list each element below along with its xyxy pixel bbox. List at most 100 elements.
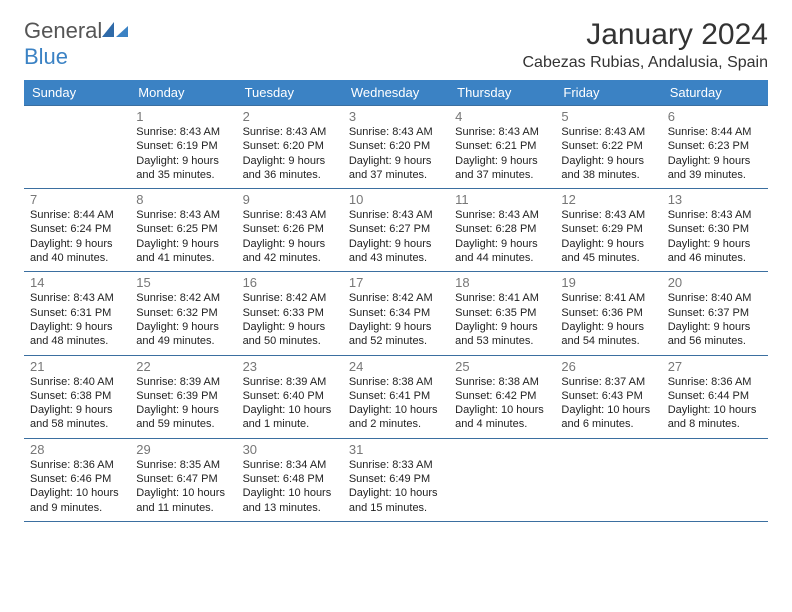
day-cell: 19Sunrise: 8:41 AMSunset: 6:36 PMDayligh… — [555, 272, 661, 355]
day-number: 7 — [30, 192, 124, 207]
day-cell — [662, 438, 768, 521]
sunrise-text: Sunrise: 8:42 AM — [349, 291, 443, 305]
week-row: 21Sunrise: 8:40 AMSunset: 6:38 PMDayligh… — [24, 355, 768, 438]
day-info: Sunrise: 8:38 AMSunset: 6:42 PMDaylight:… — [455, 375, 549, 432]
day-info: Sunrise: 8:39 AMSunset: 6:40 PMDaylight:… — [243, 375, 337, 432]
day-number: 10 — [349, 192, 443, 207]
sunset-text: Sunset: 6:22 PM — [561, 139, 655, 153]
sunrise-text: Sunrise: 8:43 AM — [455, 125, 549, 139]
day-info: Sunrise: 8:43 AMSunset: 6:25 PMDaylight:… — [136, 208, 230, 265]
daylight-text: Daylight: 10 hours and 11 minutes. — [136, 486, 230, 515]
day-cell: 17Sunrise: 8:42 AMSunset: 6:34 PMDayligh… — [343, 272, 449, 355]
day-number: 22 — [136, 359, 230, 374]
day-info: Sunrise: 8:41 AMSunset: 6:36 PMDaylight:… — [561, 291, 655, 348]
sunset-text: Sunset: 6:23 PM — [668, 139, 762, 153]
day-info: Sunrise: 8:42 AMSunset: 6:32 PMDaylight:… — [136, 291, 230, 348]
sunrise-text: Sunrise: 8:44 AM — [30, 208, 124, 222]
sunrise-text: Sunrise: 8:39 AM — [136, 375, 230, 389]
daylight-text: Daylight: 10 hours and 8 minutes. — [668, 403, 762, 432]
day-number: 20 — [668, 275, 762, 290]
week-row: 1Sunrise: 8:43 AMSunset: 6:19 PMDaylight… — [24, 106, 768, 189]
day-cell: 2Sunrise: 8:43 AMSunset: 6:20 PMDaylight… — [237, 106, 343, 189]
sunrise-text: Sunrise: 8:43 AM — [668, 208, 762, 222]
sunset-text: Sunset: 6:48 PM — [243, 472, 337, 486]
daylight-text: Daylight: 10 hours and 4 minutes. — [455, 403, 549, 432]
sunset-text: Sunset: 6:25 PM — [136, 222, 230, 236]
day-number: 21 — [30, 359, 124, 374]
daylight-text: Daylight: 9 hours and 59 minutes. — [136, 403, 230, 432]
logo: General Blue — [24, 18, 128, 70]
day-cell: 28Sunrise: 8:36 AMSunset: 6:46 PMDayligh… — [24, 438, 130, 521]
day-cell: 26Sunrise: 8:37 AMSunset: 6:43 PMDayligh… — [555, 355, 661, 438]
day-cell: 27Sunrise: 8:36 AMSunset: 6:44 PMDayligh… — [662, 355, 768, 438]
day-cell: 5Sunrise: 8:43 AMSunset: 6:22 PMDaylight… — [555, 106, 661, 189]
day-info: Sunrise: 8:33 AMSunset: 6:49 PMDaylight:… — [349, 458, 443, 515]
day-info: Sunrise: 8:43 AMSunset: 6:20 PMDaylight:… — [349, 125, 443, 182]
calendar-body: 1Sunrise: 8:43 AMSunset: 6:19 PMDaylight… — [24, 106, 768, 522]
sunrise-text: Sunrise: 8:37 AM — [561, 375, 655, 389]
sunset-text: Sunset: 6:28 PM — [455, 222, 549, 236]
sunrise-text: Sunrise: 8:36 AM — [30, 458, 124, 472]
day-cell: 8Sunrise: 8:43 AMSunset: 6:25 PMDaylight… — [130, 189, 236, 272]
day-number: 11 — [455, 192, 549, 207]
sail-icon — [102, 18, 128, 44]
day-cell: 24Sunrise: 8:38 AMSunset: 6:41 PMDayligh… — [343, 355, 449, 438]
day-info: Sunrise: 8:36 AMSunset: 6:46 PMDaylight:… — [30, 458, 124, 515]
day-number: 2 — [243, 109, 337, 124]
day-cell: 7Sunrise: 8:44 AMSunset: 6:24 PMDaylight… — [24, 189, 130, 272]
sunrise-text: Sunrise: 8:43 AM — [455, 208, 549, 222]
sunrise-text: Sunrise: 8:43 AM — [349, 125, 443, 139]
day-header-saturday: Saturday — [662, 80, 768, 106]
day-cell: 25Sunrise: 8:38 AMSunset: 6:42 PMDayligh… — [449, 355, 555, 438]
day-info: Sunrise: 8:40 AMSunset: 6:37 PMDaylight:… — [668, 291, 762, 348]
day-number: 13 — [668, 192, 762, 207]
day-header-sunday: Sunday — [24, 80, 130, 106]
day-number: 16 — [243, 275, 337, 290]
day-info: Sunrise: 8:40 AMSunset: 6:38 PMDaylight:… — [30, 375, 124, 432]
day-cell — [24, 106, 130, 189]
day-cell: 31Sunrise: 8:33 AMSunset: 6:49 PMDayligh… — [343, 438, 449, 521]
sunrise-text: Sunrise: 8:38 AM — [455, 375, 549, 389]
daylight-text: Daylight: 9 hours and 38 minutes. — [561, 154, 655, 183]
day-number: 24 — [349, 359, 443, 374]
sunset-text: Sunset: 6:20 PM — [243, 139, 337, 153]
daylight-text: Daylight: 9 hours and 43 minutes. — [349, 237, 443, 266]
sunset-text: Sunset: 6:38 PM — [30, 389, 124, 403]
sunrise-text: Sunrise: 8:43 AM — [349, 208, 443, 222]
sunset-text: Sunset: 6:21 PM — [455, 139, 549, 153]
sunset-text: Sunset: 6:30 PM — [668, 222, 762, 236]
day-info: Sunrise: 8:42 AMSunset: 6:34 PMDaylight:… — [349, 291, 443, 348]
daylight-text: Daylight: 9 hours and 58 minutes. — [30, 403, 124, 432]
sunrise-text: Sunrise: 8:42 AM — [243, 291, 337, 305]
day-info: Sunrise: 8:43 AMSunset: 6:30 PMDaylight:… — [668, 208, 762, 265]
daylight-text: Daylight: 9 hours and 36 minutes. — [243, 154, 337, 183]
day-info: Sunrise: 8:36 AMSunset: 6:44 PMDaylight:… — [668, 375, 762, 432]
sunrise-text: Sunrise: 8:34 AM — [243, 458, 337, 472]
day-header-wednesday: Wednesday — [343, 80, 449, 106]
day-number: 28 — [30, 442, 124, 457]
sunset-text: Sunset: 6:24 PM — [30, 222, 124, 236]
day-header-friday: Friday — [555, 80, 661, 106]
day-cell: 4Sunrise: 8:43 AMSunset: 6:21 PMDaylight… — [449, 106, 555, 189]
day-info: Sunrise: 8:41 AMSunset: 6:35 PMDaylight:… — [455, 291, 549, 348]
daylight-text: Daylight: 9 hours and 52 minutes. — [349, 320, 443, 349]
day-cell: 23Sunrise: 8:39 AMSunset: 6:40 PMDayligh… — [237, 355, 343, 438]
sunset-text: Sunset: 6:33 PM — [243, 306, 337, 320]
day-cell: 3Sunrise: 8:43 AMSunset: 6:20 PMDaylight… — [343, 106, 449, 189]
day-number: 25 — [455, 359, 549, 374]
sunset-text: Sunset: 6:41 PM — [349, 389, 443, 403]
sunrise-text: Sunrise: 8:43 AM — [30, 291, 124, 305]
logo-text: General Blue — [24, 18, 128, 70]
day-number: 15 — [136, 275, 230, 290]
day-info: Sunrise: 8:44 AMSunset: 6:24 PMDaylight:… — [30, 208, 124, 265]
day-number: 4 — [455, 109, 549, 124]
logo-word2: Blue — [24, 44, 68, 69]
sunrise-text: Sunrise: 8:42 AM — [136, 291, 230, 305]
day-info: Sunrise: 8:35 AMSunset: 6:47 PMDaylight:… — [136, 458, 230, 515]
daylight-text: Daylight: 10 hours and 15 minutes. — [349, 486, 443, 515]
daylight-text: Daylight: 9 hours and 39 minutes. — [668, 154, 762, 183]
sunset-text: Sunset: 6:47 PM — [136, 472, 230, 486]
daylight-text: Daylight: 10 hours and 9 minutes. — [30, 486, 124, 515]
sunrise-text: Sunrise: 8:33 AM — [349, 458, 443, 472]
sunset-text: Sunset: 6:32 PM — [136, 306, 230, 320]
